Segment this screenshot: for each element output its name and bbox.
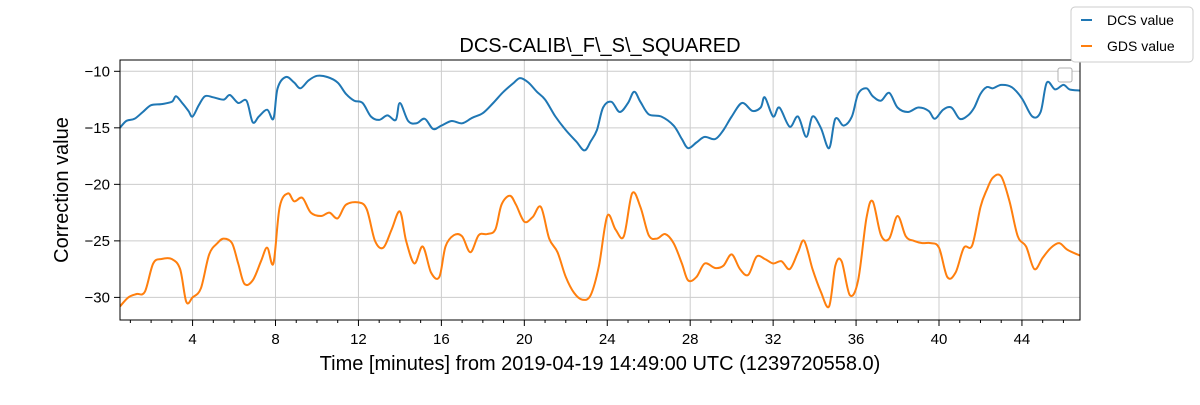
x-tick-label: 4 bbox=[188, 331, 196, 348]
y-tick-label: −25 bbox=[85, 233, 110, 250]
plot-frame bbox=[119, 59, 1081, 321]
y-axis-label: Correction value bbox=[51, 117, 73, 263]
x-tick-label: 44 bbox=[1014, 331, 1031, 348]
legend-label-gds: GDS value bbox=[1107, 38, 1175, 54]
x-tick-label: 28 bbox=[682, 331, 699, 348]
x-tick-label: 8 bbox=[271, 331, 279, 348]
x-axis-label: Time [minutes] from 2019-04-19 14:49:00 … bbox=[320, 353, 881, 375]
x-tick-label: 36 bbox=[848, 331, 865, 348]
x-tick-label: 16 bbox=[433, 331, 450, 348]
y-tick-label: −20 bbox=[85, 176, 110, 193]
y-tick-label: −15 bbox=[85, 120, 110, 137]
series-line-dcs bbox=[120, 74, 1080, 152]
axes: 4 8 12 16 20 24 28 32 36 40 44 −30 −25 −20 −15 −10 bbox=[85, 63, 1064, 348]
y-tick-label: −30 bbox=[85, 289, 110, 306]
legend: DCS value GDS value bbox=[1070, 6, 1194, 63]
y-tick-label: −10 bbox=[85, 63, 110, 80]
chart-title: DCS-CALIB\_F\_S\_SQUARED bbox=[459, 35, 740, 57]
plot-area bbox=[120, 60, 1080, 320]
x-tick-label: 12 bbox=[350, 331, 367, 348]
x-tick-label: 24 bbox=[599, 331, 616, 348]
series-layer bbox=[120, 74, 1080, 309]
legend-label-dcs: DCS value bbox=[1107, 12, 1174, 28]
x-tick-label: 20 bbox=[516, 331, 533, 348]
x-tick-label: 32 bbox=[765, 331, 782, 348]
empty-legend-box bbox=[1057, 67, 1073, 83]
legend-box bbox=[1070, 6, 1194, 63]
series-line-gds bbox=[120, 173, 1080, 309]
x-tick-label: 40 bbox=[931, 331, 948, 348]
